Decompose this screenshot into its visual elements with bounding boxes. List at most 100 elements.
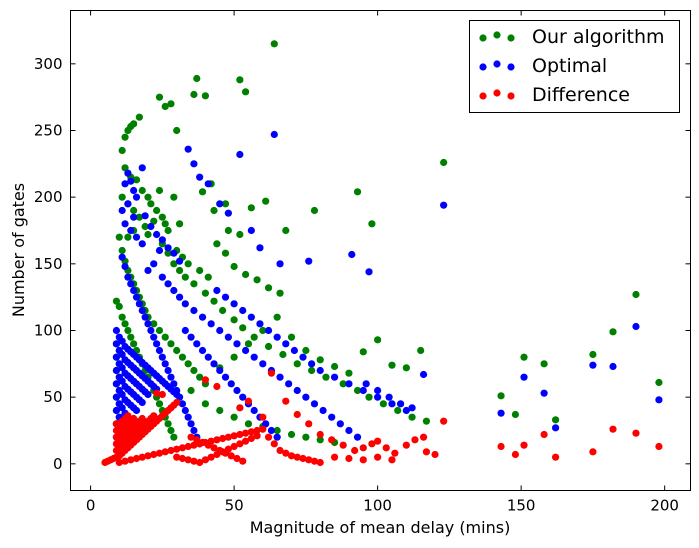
point-series-1-25 — [348, 250, 356, 259]
point-series-2-146 — [241, 437, 250, 445]
point-series-1-105 — [551, 424, 560, 432]
point-series-1-22 — [270, 130, 278, 139]
point-series-1-200 — [233, 386, 241, 395]
point-series-1-73 — [328, 413, 336, 421]
point-series-1-70 — [302, 393, 310, 401]
y-tick-label-5: 250 — [34, 122, 63, 140]
point-series-2-44 — [382, 444, 390, 452]
point-series-0-109 — [655, 378, 663, 387]
point-series-0-16 — [153, 206, 161, 215]
point-series-1-3 — [130, 186, 138, 195]
point-series-1-91 — [282, 340, 290, 348]
point-series-0-113 — [121, 320, 129, 328]
plot-frame — [70, 10, 691, 491]
point-series-1-26 — [365, 268, 373, 276]
point-series-0-42 — [310, 206, 319, 215]
point-series-0-106 — [589, 350, 597, 359]
point-series-2-87 — [264, 433, 273, 441]
point-series-1-31 — [127, 280, 135, 288]
point-series-1-35 — [138, 306, 146, 315]
point-series-2-73 — [184, 442, 192, 451]
point-series-2-80 — [224, 433, 232, 441]
point-series-2-39 — [339, 441, 347, 449]
point-series-0-152 — [287, 430, 296, 439]
point-series-1-67 — [276, 373, 284, 381]
point-series-0-74 — [330, 362, 339, 371]
point-series-0-33 — [221, 200, 230, 208]
point-series-0-41 — [282, 226, 290, 235]
point-series-2-28 — [201, 376, 210, 384]
point-series-0-177 — [175, 266, 184, 275]
point-series-1-81 — [408, 404, 416, 412]
point-series-0-63 — [190, 366, 198, 375]
point-series-2-72 — [178, 444, 187, 452]
point-series-1-7 — [147, 222, 155, 231]
point-series-0-6 — [135, 113, 143, 121]
point-series-0-2 — [121, 133, 129, 141]
point-series-1-60 — [216, 326, 224, 335]
point-series-1-102 — [497, 409, 505, 417]
point-series-2-78 — [213, 436, 221, 444]
point-series-0-0 — [115, 233, 123, 241]
point-series-0-9 — [132, 176, 141, 184]
point-series-0-86 — [230, 316, 238, 324]
point-series-2-158 — [239, 457, 247, 465]
point-series-2-26 — [153, 389, 161, 397]
point-series-1-82 — [419, 370, 428, 379]
point-series-2-59 — [632, 429, 640, 437]
point-series-2-91 — [287, 452, 296, 460]
point-series-0-36 — [210, 206, 218, 215]
point-series-0-163 — [230, 262, 238, 271]
point-series-0-89 — [264, 342, 273, 351]
point-series-2-129 — [138, 414, 146, 423]
point-series-0-75 — [345, 369, 353, 377]
point-series-1-93 — [299, 353, 307, 361]
legend-marker-0-1 — [493, 31, 501, 39]
point-series-2-46 — [402, 441, 410, 449]
point-series-1-44 — [164, 366, 172, 375]
point-series-2-54 — [520, 441, 528, 449]
point-series-1-0 — [121, 180, 129, 188]
point-series-0-148 — [230, 413, 238, 421]
legend-marker-2-1 — [493, 89, 501, 97]
point-series-1-114 — [112, 380, 121, 388]
legend-marker-1-2 — [507, 63, 515, 71]
point-series-1-36 — [141, 313, 149, 321]
point-series-1-84 — [221, 293, 230, 301]
legend-markers — [479, 31, 515, 100]
point-series-2-139 — [201, 456, 210, 464]
point-series-2-66 — [144, 452, 152, 460]
point-series-1-20 — [247, 226, 255, 235]
point-series-2-65 — [138, 453, 146, 461]
point-series-0-12 — [130, 206, 138, 215]
point-series-1-187 — [158, 273, 166, 281]
point-series-2-40 — [351, 446, 359, 455]
point-series-2-154 — [216, 446, 224, 455]
point-series-0-125 — [155, 400, 164, 408]
point-series-1-51 — [184, 413, 192, 421]
point-series-1-127 — [118, 337, 126, 345]
point-series-1-28 — [118, 253, 126, 261]
point-series-1-40 — [153, 340, 161, 348]
point-series-1-76 — [353, 433, 362, 441]
point-series-1-115 — [112, 393, 121, 401]
point-series-1-108 — [632, 322, 640, 331]
point-series-0-167 — [276, 289, 284, 297]
point-series-2-93 — [299, 454, 307, 463]
point-series-0-91 — [293, 360, 301, 368]
point-series-0-95 — [353, 386, 362, 395]
point-series-1-211 — [138, 240, 146, 248]
point-series-2-89 — [276, 446, 284, 455]
point-series-1-24 — [305, 257, 313, 265]
point-series-1-19 — [236, 150, 244, 159]
point-series-1-27 — [440, 201, 448, 209]
point-series-1-14 — [190, 160, 198, 168]
point-series-2-117 — [124, 412, 132, 420]
point-series-1-57 — [190, 306, 198, 315]
point-series-0-149 — [244, 420, 253, 428]
point-series-2-51 — [440, 417, 448, 425]
point-series-1-83 — [213, 286, 221, 295]
point-series-2-133 — [150, 412, 158, 420]
point-series-0-1 — [118, 146, 126, 155]
point-series-1-167 — [138, 398, 146, 407]
